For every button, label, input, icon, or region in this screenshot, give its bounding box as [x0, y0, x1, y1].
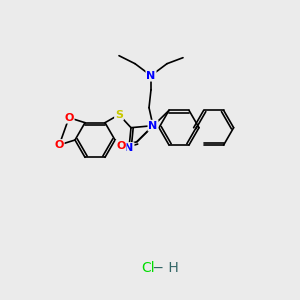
Text: O: O	[54, 140, 64, 150]
Text: S: S	[115, 110, 123, 120]
Text: N: N	[124, 143, 134, 153]
Text: O: O	[116, 141, 126, 151]
Text: N: N	[146, 71, 156, 81]
Text: Cl: Cl	[141, 261, 155, 275]
Text: O: O	[64, 113, 74, 123]
Text: N: N	[148, 121, 158, 131]
Text: − H: − H	[148, 261, 178, 275]
